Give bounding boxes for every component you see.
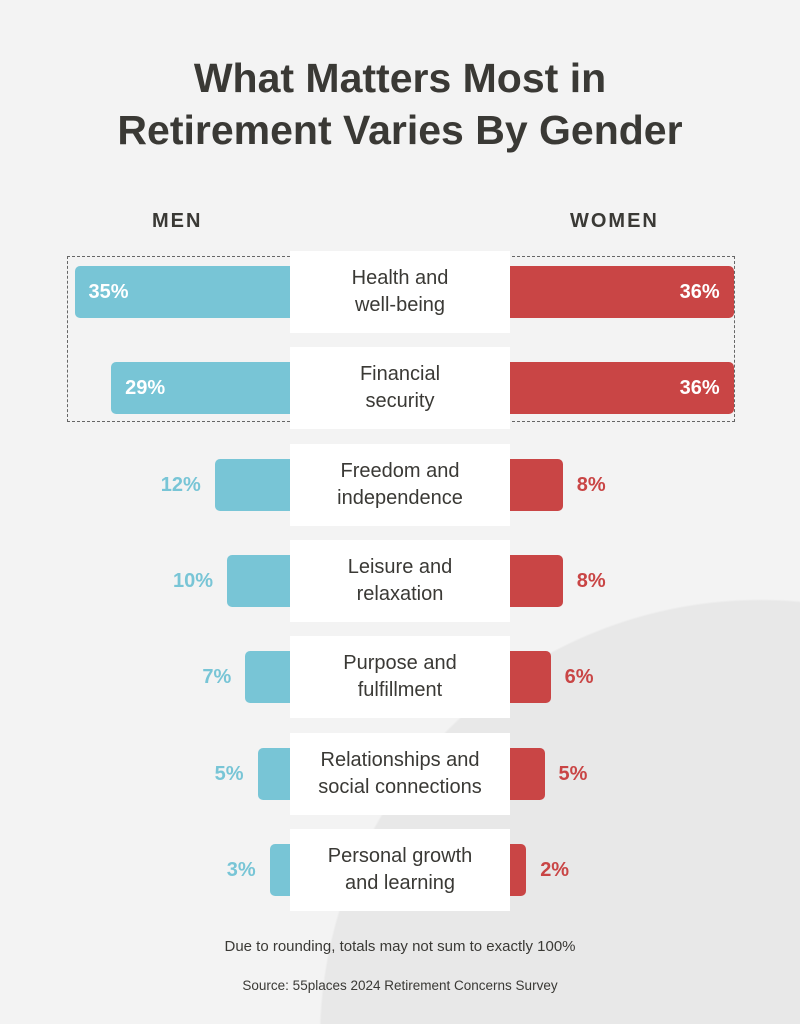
chart-title: What Matters Most in Retirement Varies By…	[117, 55, 683, 153]
women-value-label: 6%	[564, 666, 594, 689]
men-value-label: 12%	[160, 473, 201, 496]
men-bar	[74, 266, 296, 318]
women-bar	[504, 266, 734, 318]
source-note: Source: 55places 2024 Retirement Concern…	[242, 978, 558, 993]
women-value-label: 5%	[558, 762, 588, 785]
chart-row: Leisure and relaxation 10% 8%	[0, 539, 800, 622]
women-header: WOMEN	[570, 210, 659, 232]
women-bar	[504, 458, 563, 511]
category-label: Health and well-being	[290, 251, 510, 333]
chart-row: Relationships and social connections 5% 5%	[0, 732, 800, 815]
men-value-label: 7%	[202, 666, 232, 689]
rounding-note: Due to rounding, totals may not sum to e…	[224, 938, 576, 955]
women-bar	[504, 747, 545, 800]
category-label: Financial security	[290, 347, 510, 430]
women-value-label: 8%	[576, 473, 606, 496]
men-bar	[227, 554, 296, 607]
women-value-label: 2%	[540, 858, 570, 881]
women-value-label: 36%	[679, 281, 720, 303]
category-label: Personal growth and learning	[290, 828, 510, 911]
category-label: Relationships and social connections	[290, 732, 510, 815]
women-value-label: 8%	[576, 569, 606, 592]
category-label: Purpose and fulfillment	[290, 636, 510, 719]
men-value-label: 10%	[172, 569, 213, 592]
men-bar	[214, 458, 296, 511]
women-bar	[504, 362, 734, 415]
women-value-label: 36%	[679, 377, 720, 400]
chart-row: Personal growth and learning 3% 2%	[0, 828, 800, 911]
chart-row: Purpose and fulfillment 7% 6%	[0, 636, 800, 719]
men-value-label: 29%	[125, 377, 166, 400]
men-header: MEN	[152, 210, 203, 232]
men-value-label: 3%	[226, 858, 256, 881]
men-bar	[111, 362, 296, 415]
category-label: Freedom and independence	[290, 443, 510, 526]
category-label: Leisure and relaxation	[290, 539, 510, 622]
men-value-label: 5%	[214, 762, 244, 785]
women-bar	[504, 651, 551, 704]
men-value-label: 35%	[88, 281, 129, 303]
chart-row: Financial security 29% 36%	[0, 347, 800, 430]
women-bar	[504, 554, 563, 607]
men-bar	[257, 747, 296, 800]
chart-row: Freedom and independence 12% 8%	[0, 443, 800, 526]
men-bar	[245, 651, 296, 704]
chart-row: Health and well-being 35% 36%	[0, 251, 800, 333]
